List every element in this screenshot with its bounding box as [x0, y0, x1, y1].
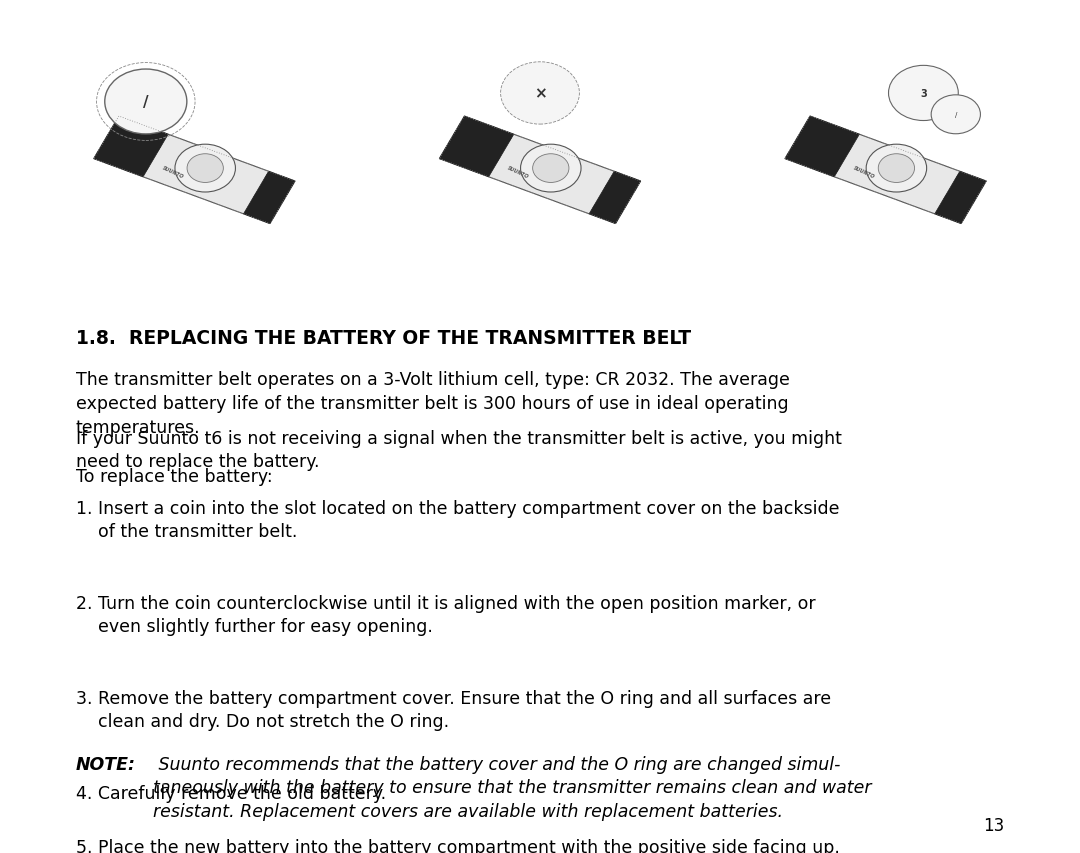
Text: ×: × — [534, 86, 546, 102]
Text: SUUNTO: SUUNTO — [852, 165, 876, 179]
Circle shape — [532, 154, 569, 183]
Circle shape — [521, 145, 581, 193]
Polygon shape — [785, 117, 986, 224]
Text: 3. Remove the battery compartment cover. Ensure that the O ring and all surfaces: 3. Remove the battery compartment cover.… — [76, 689, 831, 730]
Polygon shape — [785, 117, 860, 177]
Text: NOTE:: NOTE: — [76, 755, 136, 773]
Text: Suunto recommends that the battery cover and the O ring are changed simul-
taneo: Suunto recommends that the battery cover… — [153, 755, 872, 820]
Circle shape — [931, 96, 981, 135]
Polygon shape — [243, 172, 295, 224]
Text: 1. Insert a coin into the slot located on the battery compartment cover on the b: 1. Insert a coin into the slot located o… — [76, 499, 839, 541]
Text: /: / — [143, 95, 149, 110]
Polygon shape — [94, 117, 168, 177]
Text: SUUNTO: SUUNTO — [507, 165, 530, 179]
Text: 3: 3 — [920, 89, 927, 99]
Text: 4. Carefully remove the old battery.: 4. Carefully remove the old battery. — [76, 784, 386, 802]
Text: SUUNTO: SUUNTO — [161, 165, 185, 179]
Circle shape — [175, 145, 235, 193]
Text: If your Suunto t6 is not receiving a signal when the transmitter belt is active,: If your Suunto t6 is not receiving a sig… — [76, 429, 841, 471]
Text: /: / — [955, 112, 957, 119]
Circle shape — [878, 154, 915, 183]
Polygon shape — [589, 172, 640, 224]
Polygon shape — [440, 117, 640, 224]
Circle shape — [501, 63, 579, 125]
Text: The transmitter belt operates on a 3-Volt lithium cell, type: CR 2032. The avera: The transmitter belt operates on a 3-Vol… — [76, 371, 789, 436]
Polygon shape — [94, 117, 295, 224]
Polygon shape — [440, 117, 514, 177]
Text: To replace the battery:: To replace the battery: — [76, 467, 272, 485]
Text: 2. Turn the coin counterclockwise until it is aligned with the open position mar: 2. Turn the coin counterclockwise until … — [76, 594, 815, 635]
Circle shape — [889, 67, 958, 121]
Text: 1.8.  REPLACING THE BATTERY OF THE TRANSMITTER BELT: 1.8. REPLACING THE BATTERY OF THE TRANSM… — [76, 328, 691, 347]
Text: 13: 13 — [983, 816, 1004, 834]
Circle shape — [866, 145, 927, 193]
Text: 5. Place the new battery into the battery compartment with the positive side fac: 5. Place the new battery into the batter… — [76, 838, 839, 853]
Circle shape — [187, 154, 224, 183]
Circle shape — [105, 70, 187, 135]
Polygon shape — [934, 172, 986, 224]
